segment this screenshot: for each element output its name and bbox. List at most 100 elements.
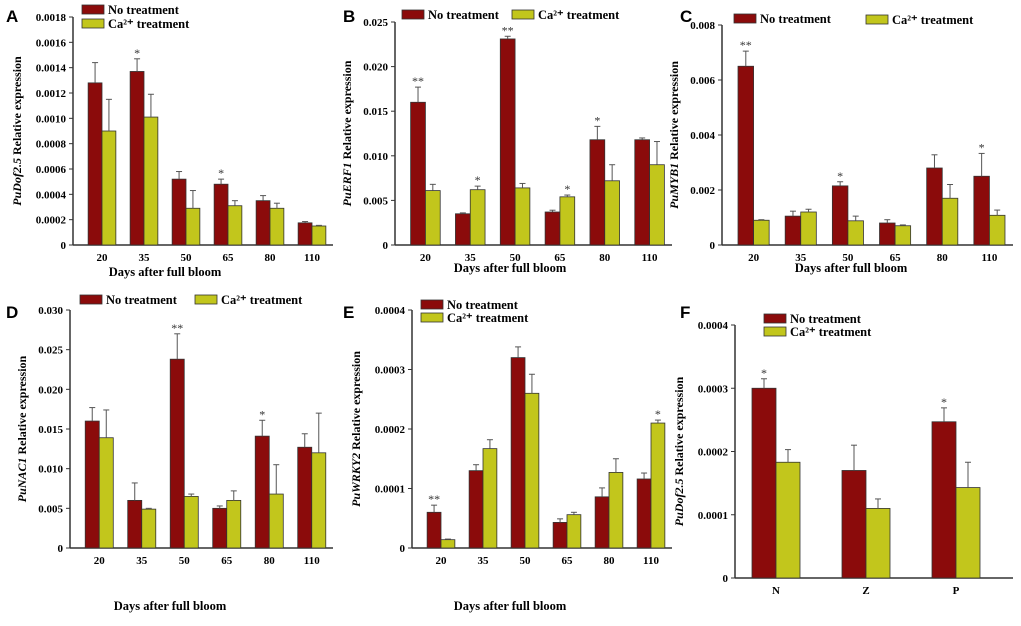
panel-letter: B xyxy=(343,7,355,26)
bar-no-treatment xyxy=(879,222,896,246)
bar-no-treatment xyxy=(169,358,185,549)
panel-letter: F xyxy=(680,303,690,322)
legend-swatch-ca-treatment xyxy=(194,294,218,305)
panel-e: E 0 0.0001 0.0002 0.0003 0.0004 PuWRKY2 Relati… xyxy=(343,298,672,613)
legend-label-no-treatment: No treatment xyxy=(790,312,862,326)
x-tick-label: 50 xyxy=(181,252,193,264)
legend-swatch-no-treatment xyxy=(420,299,444,310)
bar-no-treatment xyxy=(831,185,849,246)
significance-mark: * xyxy=(594,113,600,127)
y-tick-label: 0.020 xyxy=(363,62,388,74)
legend-label-ca-treatment: Ca²⁺ treatment xyxy=(538,8,620,22)
y-axis-label-rest: Relative expression xyxy=(340,60,354,162)
y-tick-label: 0.0002 xyxy=(375,424,406,436)
x-tick-label: 20 xyxy=(420,252,432,264)
bar-no-treatment xyxy=(634,139,650,246)
y-tick-label: 0.004 xyxy=(690,130,715,142)
y-tick-label: 0.008 xyxy=(690,20,715,32)
bar-ca-treatment xyxy=(559,196,576,246)
bar-ca-treatment xyxy=(608,472,624,549)
bar-no-treatment xyxy=(426,511,442,549)
x-tick-label: 65 xyxy=(562,555,574,567)
x-tick-label: 20 xyxy=(748,252,760,264)
y-tick-label: 0.010 xyxy=(363,151,388,163)
x-tick-label: 80 xyxy=(599,252,611,264)
panel-letter: E xyxy=(343,303,354,322)
panel-c: C 0 0.002 0.004 0.006 0.008 PuMYB1 Relative ex… xyxy=(667,7,1013,275)
x-axis-label: Days after full bloom xyxy=(454,261,567,275)
x-tick-label: 35 xyxy=(795,252,807,264)
y-tick-label: 0.0014 xyxy=(36,63,67,75)
y-tick-label: 0.0003 xyxy=(375,365,406,377)
x-axis-label: Days after full bloom xyxy=(795,261,908,275)
significance-mark: ** xyxy=(428,492,440,506)
x-tick-label: 80 xyxy=(604,555,616,567)
bar-no-treatment xyxy=(594,496,610,549)
y-tick-label: 0 xyxy=(710,240,716,252)
y-tick-label: 0.0004 xyxy=(375,305,406,317)
x-axis-label: Days after full bloom xyxy=(454,599,567,613)
y-tick-label: 0.0001 xyxy=(698,510,728,522)
x-tick-label: P xyxy=(953,585,960,597)
bar-no-treatment xyxy=(127,499,143,549)
panel-letter: A xyxy=(6,7,18,26)
bar-ca-treatment xyxy=(650,422,666,549)
legend-label-ca-treatment: Ca²⁺ treatment xyxy=(108,17,190,31)
bar-no-treatment xyxy=(751,387,777,579)
bar-ca-treatment xyxy=(143,116,159,246)
legend-swatch-ca-treatment xyxy=(763,326,787,337)
y-axis-label: PuDof2.5 Relative expression xyxy=(672,376,686,526)
x-tick-label: 35 xyxy=(478,555,490,567)
bar-no-treatment xyxy=(926,167,943,246)
y-tick-label: 0.015 xyxy=(363,106,388,118)
x-tick-label: 80 xyxy=(264,555,276,567)
panel-b: B 0 0.005 0.010 0.015 0.020 0.025 PuERF1 Relati… xyxy=(340,7,672,275)
bar-no-treatment xyxy=(552,522,568,549)
y-axis-gene: PuNAC1 xyxy=(15,458,29,503)
y-tick-label: 0.002 xyxy=(690,185,715,197)
bar-no-treatment xyxy=(129,71,145,246)
significance-mark: * xyxy=(655,407,661,421)
legend-swatch-ca-treatment xyxy=(511,9,535,20)
legend-swatch-no-treatment xyxy=(733,13,757,24)
bar-no-treatment xyxy=(784,215,802,246)
y-tick-label: 0.0002 xyxy=(36,215,67,227)
bar-no-treatment xyxy=(510,357,526,549)
y-tick-label: 0.025 xyxy=(38,345,63,357)
bar-ca-treatment xyxy=(524,392,540,549)
y-axis-label-rest: Relative expression xyxy=(15,355,29,457)
legend-label-no-treatment: No treatment xyxy=(428,8,500,22)
bar-ca-treatment xyxy=(98,437,114,549)
bar-ca-treatment xyxy=(566,514,582,549)
bar-ca-treatment xyxy=(311,452,327,549)
significance-mark: * xyxy=(761,366,767,380)
bar-no-treatment xyxy=(171,178,187,246)
significance-mark: * xyxy=(979,140,985,154)
bar-ca-treatment xyxy=(185,207,201,246)
bar-ca-treatment xyxy=(775,461,801,579)
bar-no-treatment xyxy=(499,38,516,246)
bar-no-treatment xyxy=(84,420,100,549)
x-tick-label: 35 xyxy=(136,555,148,567)
y-tick-label: 0.020 xyxy=(38,384,63,396)
x-tick-label: N xyxy=(772,585,780,597)
y-tick-label: 0.006 xyxy=(690,75,715,87)
x-axis-label: Days after full bloom xyxy=(114,599,227,613)
bar-ca-treatment xyxy=(753,219,770,246)
x-tick-label: 50 xyxy=(520,555,532,567)
bar-no-treatment xyxy=(297,446,313,549)
x-tick-label: 80 xyxy=(937,252,949,264)
y-axis-gene: PuWRKY2 xyxy=(349,453,363,507)
bar-ca-treatment xyxy=(227,205,243,246)
x-tick-label: 110 xyxy=(642,252,658,264)
x-axis-label: Days after full bloom xyxy=(109,265,222,279)
legend-label-ca-treatment: Ca²⁺ treatment xyxy=(892,13,974,27)
bar-no-treatment xyxy=(410,101,426,246)
panel-letter: D xyxy=(6,303,18,322)
bar-ca-treatment xyxy=(226,499,242,549)
significance-mark: * xyxy=(218,166,224,180)
y-tick-label: 0.0001 xyxy=(375,484,405,496)
x-tick-label: 110 xyxy=(304,555,320,567)
x-tick-label: 35 xyxy=(139,252,151,264)
legend-label-no-treatment: No treatment xyxy=(108,3,180,17)
